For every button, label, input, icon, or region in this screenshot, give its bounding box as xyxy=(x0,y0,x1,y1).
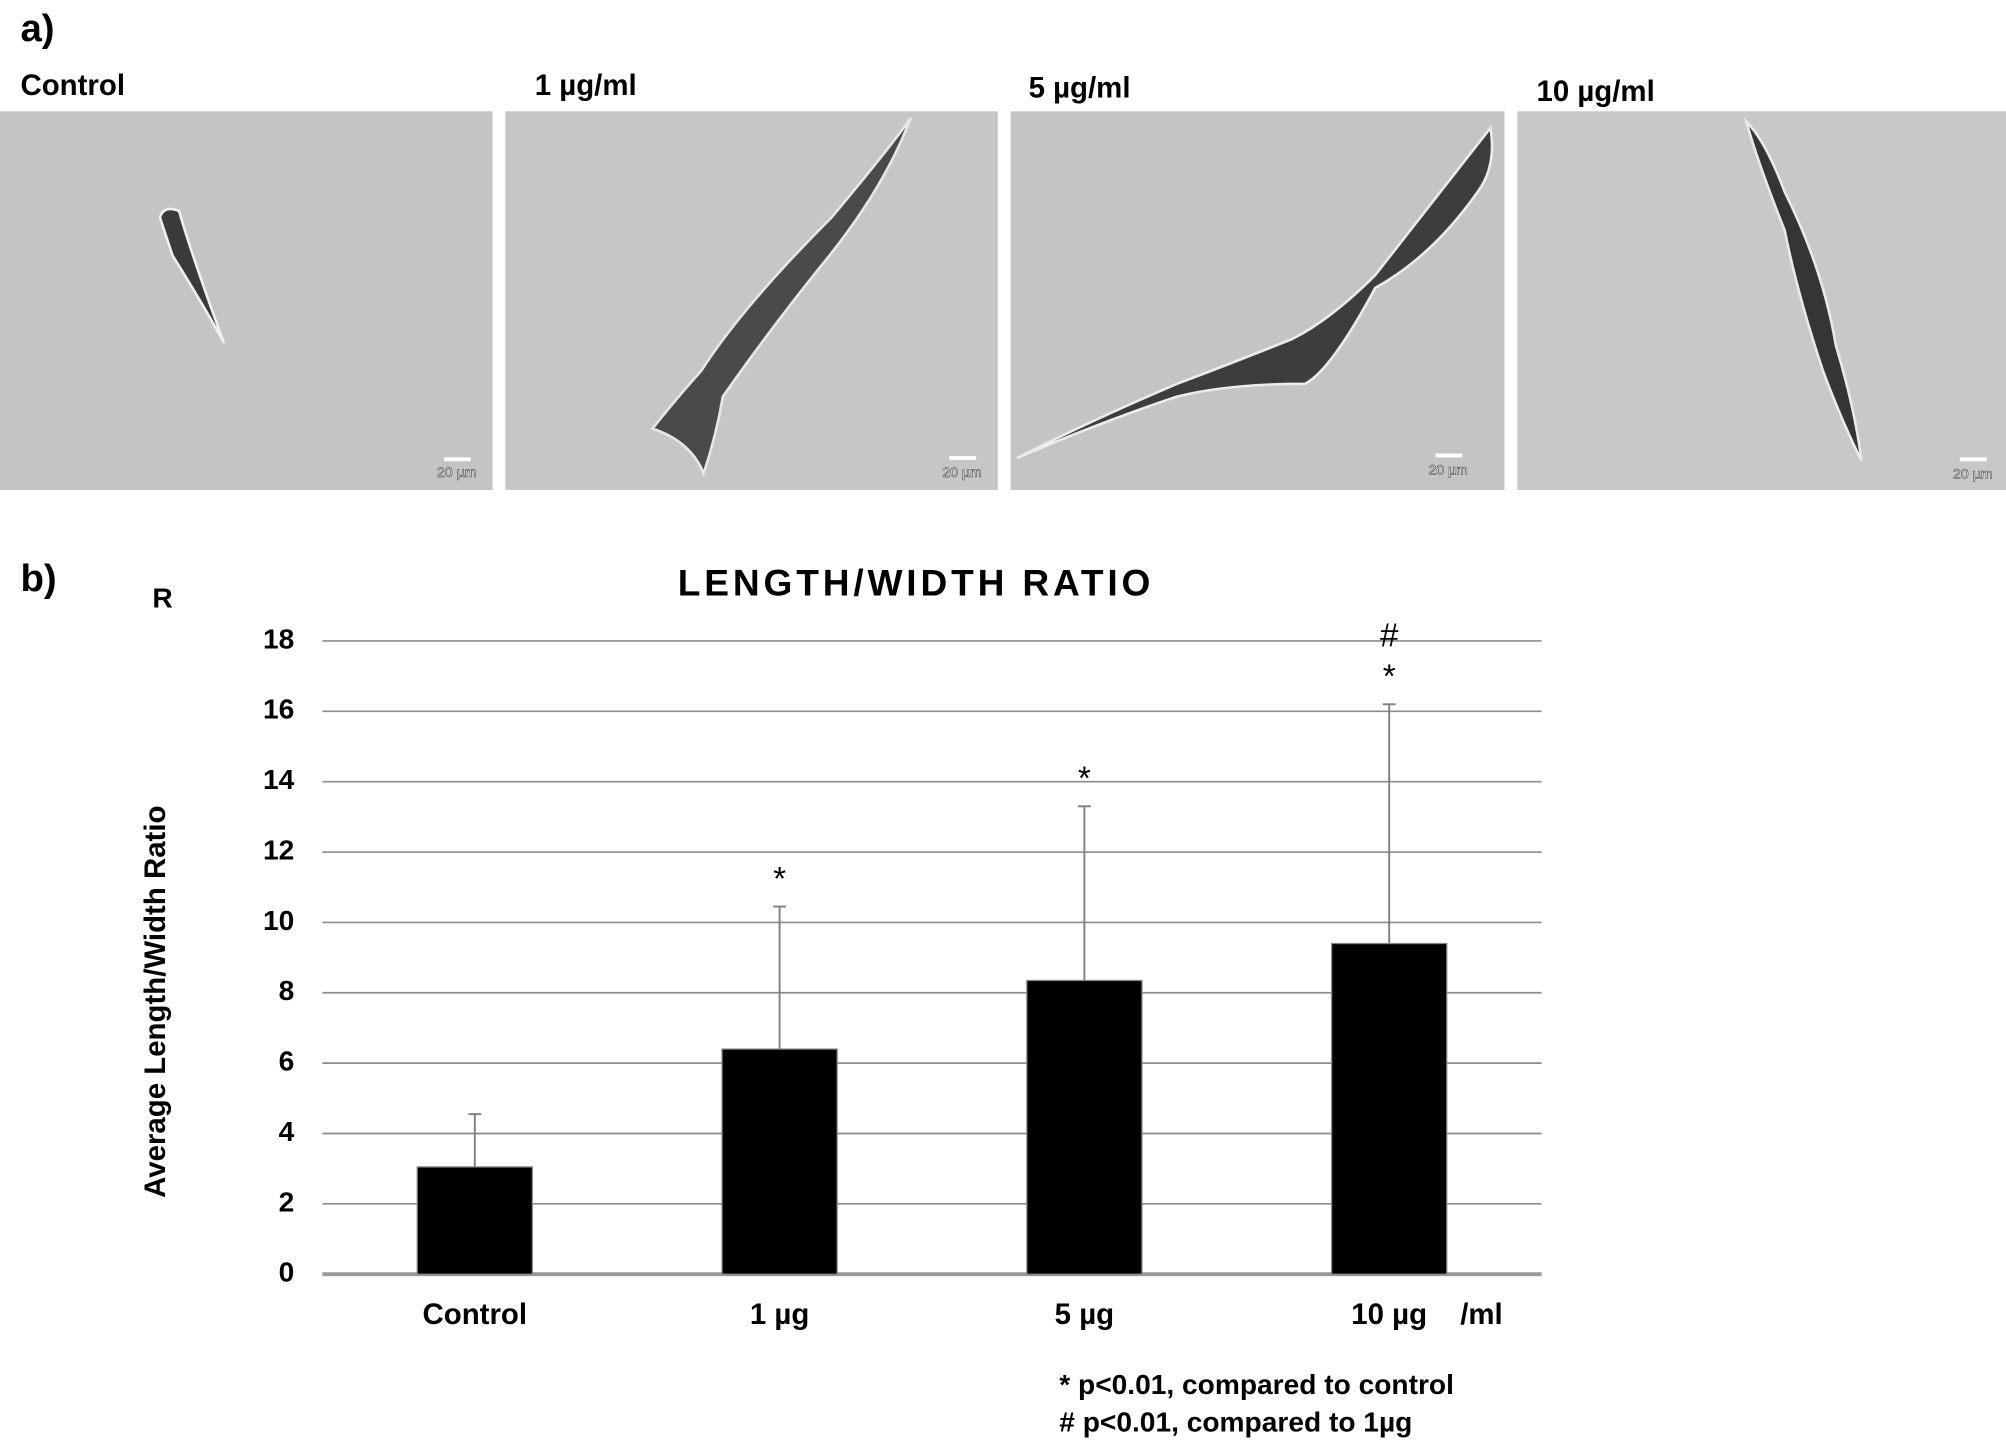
x-tick-label: 5 µg xyxy=(1055,1298,1114,1331)
significance-marker: * xyxy=(773,861,786,898)
y-tick-label: 10 xyxy=(263,905,294,936)
bar xyxy=(416,1166,534,1275)
bar xyxy=(721,1048,838,1275)
micrograph: 20 µm xyxy=(505,111,998,490)
y-tick-label: 6 xyxy=(279,1046,295,1077)
y-tick-label: 12 xyxy=(263,834,294,865)
image-label: 10 µg/ml xyxy=(1536,75,1654,108)
scale-bar-label: 20 µm xyxy=(942,464,981,480)
stray-label: R xyxy=(152,582,172,613)
y-tick-label: 16 xyxy=(263,694,294,725)
micrograph: 20 µm xyxy=(1517,111,2006,490)
y-tick-label: 2 xyxy=(279,1186,295,1217)
chart-title: LENGTH/WIDTH RATIO xyxy=(678,562,1154,604)
micrograph: 20 µm xyxy=(1010,111,1505,490)
y-tick-label: 0 xyxy=(279,1257,295,1288)
panel-label: b) xyxy=(20,557,56,600)
y-tick-label: 8 xyxy=(279,975,295,1006)
significance-marker: * xyxy=(1078,760,1091,797)
y-tick-label: 18 xyxy=(263,623,294,654)
bar xyxy=(1330,942,1448,1275)
x-tick-label: 1 µg xyxy=(750,1298,809,1331)
micrograph: 20 µm xyxy=(0,111,493,490)
image-label: Control xyxy=(20,69,125,102)
significance-marker: # xyxy=(1380,618,1399,655)
bar xyxy=(1026,979,1143,1275)
footnote: # p<0.01, compared to 1µg xyxy=(1059,1406,1412,1437)
x-tick-label: Control xyxy=(423,1298,528,1331)
x-tick-label: 10 µg xyxy=(1351,1298,1427,1331)
y-axis-label: Average Length/Width Ratio xyxy=(139,806,172,1198)
scale-bar-label: 20 µm xyxy=(437,464,476,480)
y-tick-label: 4 xyxy=(279,1116,295,1147)
scale-bar-label: 20 µm xyxy=(1953,465,1992,481)
y-tick-label: 14 xyxy=(263,764,295,795)
significance-marker: * xyxy=(1383,658,1396,695)
image-label: 5 µg/ml xyxy=(1029,71,1131,104)
x-unit-label: /ml xyxy=(1460,1298,1503,1331)
scale-bar-label: 20 µm xyxy=(1429,462,1468,478)
panel-label: a) xyxy=(20,7,54,50)
image-label: 1 µg/ml xyxy=(535,69,637,102)
footnote: * p<0.01, compared to control xyxy=(1059,1369,1454,1400)
